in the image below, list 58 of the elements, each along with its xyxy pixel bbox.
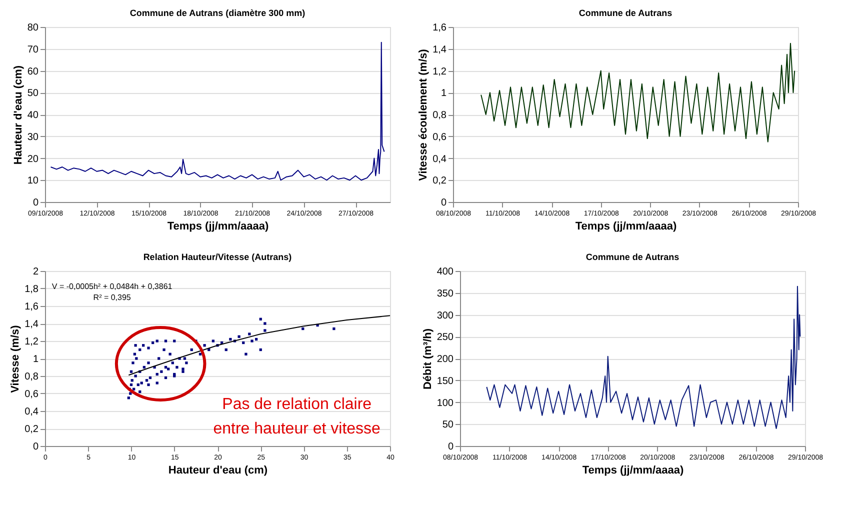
chart-title: Commune de Autrans — [578, 8, 672, 18]
line-series — [50, 42, 385, 181]
annotation: R² = 0,395 — [93, 293, 132, 302]
y-tick-label: 0,6 — [432, 132, 447, 143]
y-tick-label: 250 — [436, 332, 454, 344]
y-tick-label: 0,6 — [24, 389, 39, 400]
chart-title: Relation Hauteur/Vitesse (Autrans) — [143, 252, 292, 262]
y-tick-label: 1,2 — [24, 336, 39, 348]
chart-title: Commune de Autrans (diamètre 300 mm) — [130, 8, 306, 18]
y-tick-label: 60 — [27, 66, 39, 78]
y-tick-label: 0,2 — [24, 424, 39, 435]
y-tick-label: 50 — [27, 88, 39, 100]
y-tick-label: 1,8 — [24, 284, 39, 295]
y-tick-label: 50 — [442, 420, 454, 431]
y-tick-label: 1 — [440, 88, 447, 100]
y-tick-label: 300 — [436, 310, 454, 322]
y-axis-title: Débit (m³/h) — [422, 328, 434, 390]
chart-title: Commune de Autrans — [586, 252, 680, 262]
y-tick-label: 100 — [436, 398, 454, 409]
x-axis-title: Temps (jj/mm/aaaa) — [167, 220, 269, 232]
y-tick-label: 0,8 — [432, 110, 447, 121]
y-axis-title: Vitesse (m/s) — [10, 324, 22, 393]
y-tick-label: 30 — [27, 132, 39, 143]
y-tick-label: 1,6 — [432, 22, 447, 34]
x-axis-title: Hauteur d'eau (cm) — [168, 464, 268, 476]
y-tick-label: 80 — [27, 22, 39, 34]
y-tick-label: 10 — [27, 176, 39, 187]
y-tick-label: 0 — [448, 442, 454, 452]
y-tick-label: 2 — [32, 266, 39, 278]
line-series — [480, 42, 796, 142]
y-axis-title: Hauteur d'eau (cm) — [12, 65, 24, 165]
y-tick-label: 0,4 — [24, 406, 39, 418]
y-tick-label: 70 — [27, 44, 39, 56]
y-tick-label: 150 — [436, 376, 454, 387]
y-tick-label: 40 — [27, 110, 39, 121]
y-axis-title: Vitesse écoulement (m/s) — [418, 48, 430, 181]
annotation: Pas de relation claire — [222, 396, 372, 413]
y-tick-label: 0 — [440, 198, 447, 208]
y-tick-label: 1,4 — [432, 44, 447, 56]
y-tick-label: 1,6 — [24, 302, 39, 312]
y-tick-label: 0,4 — [432, 154, 447, 165]
line-series — [128, 315, 390, 376]
y-tick-label: 400 — [436, 266, 454, 278]
y-tick-label: 200 — [436, 354, 454, 365]
y-tick-label: 0 — [32, 442, 39, 452]
y-tick-label: 1,2 — [432, 66, 447, 78]
annotation: V = -0,0005h² + 0,0484h + 0,3861 — [52, 282, 173, 291]
line-series — [486, 286, 801, 429]
y-tick-label: 350 — [436, 288, 454, 300]
y-tick-label: 0,2 — [432, 176, 447, 187]
x-axis-title: Temps (jj/mm/aaaa) — [575, 220, 677, 232]
y-tick-label: 1,4 — [24, 319, 39, 330]
x-axis-title: Temps (jj/mm/aaaa) — [582, 464, 684, 476]
y-tick-label: 0,8 — [24, 372, 39, 382]
y-tick-label: 20 — [27, 154, 39, 165]
y-tick-label: 0 — [32, 198, 39, 208]
y-tick-label: 1 — [32, 354, 39, 365]
annotation: entre hauteur et vitesse — [213, 420, 381, 438]
